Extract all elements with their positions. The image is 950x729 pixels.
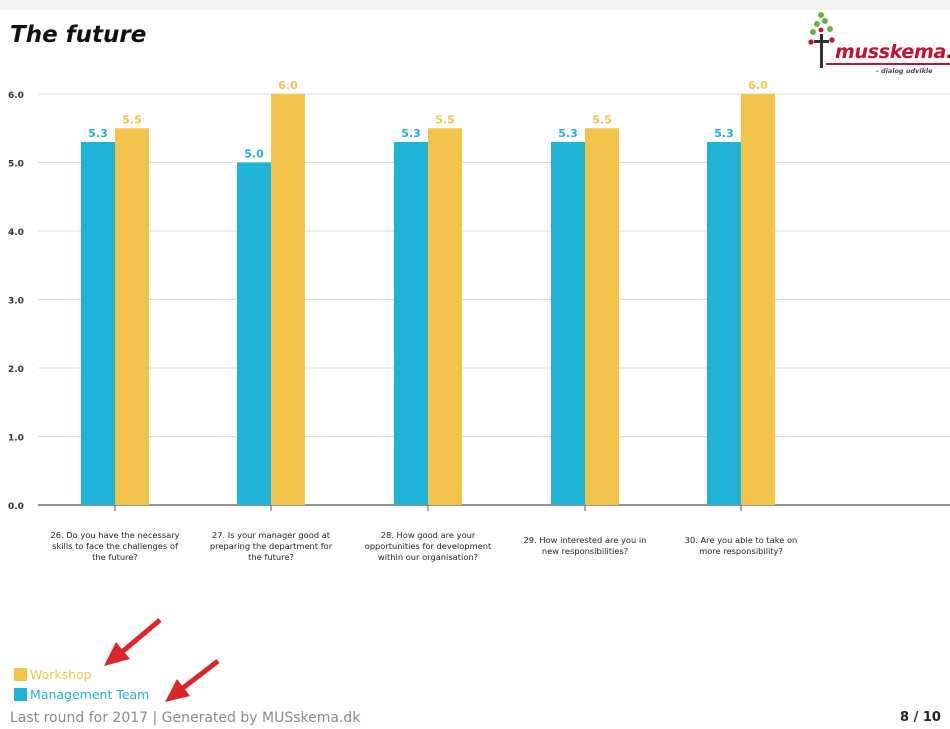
y-tick-label: 6.0	[8, 91, 24, 101]
x-tick-label: opportunities for development	[365, 541, 492, 551]
logo-tagline: - dialog udvikle	[876, 67, 933, 75]
bar-chart: 0.0 1.0 2.0 3.0 4.0 5.0 6.0 5.3 5.5 26. Do you ha…	[8, 79, 950, 562]
legend-item-management-team: Management Team	[14, 687, 149, 702]
data-label: 5.5	[122, 113, 142, 126]
red-arrow-icon	[104, 618, 162, 666]
bar-management-team	[551, 141, 585, 505]
y-tick-label: 2.0	[8, 365, 24, 375]
bar-workshop	[428, 128, 462, 505]
x-tick-label: 28. How good are your	[381, 530, 476, 540]
bar-management-team	[237, 162, 271, 505]
bar-workshop	[585, 128, 619, 505]
musskema-logo	[808, 12, 950, 68]
bar-management-team	[394, 141, 428, 505]
x-tick-label: the future?	[248, 552, 294, 562]
page-number: 8 / 10	[900, 710, 941, 725]
legend-label-workshop: Workshop	[30, 667, 92, 682]
bar-workshop	[741, 94, 775, 505]
legend-item-workshop: Workshop	[14, 667, 92, 682]
data-label: 5.5	[592, 113, 612, 126]
red-arrow-icon	[165, 659, 220, 702]
x-tick-label: 26. Do you have the necessary	[50, 530, 179, 540]
data-label: 5.3	[558, 127, 578, 140]
y-tick-label: 1.0	[8, 434, 24, 444]
data-label: 5.3	[88, 127, 108, 140]
data-label: 5.0	[244, 148, 264, 161]
tree-icon	[808, 12, 835, 68]
data-label: 6.0	[278, 79, 298, 92]
y-tick-label: 5.0	[8, 160, 24, 170]
x-tick-label: within our organisation?	[378, 552, 478, 562]
bar-management-team	[707, 141, 741, 505]
page-title: The future	[10, 22, 147, 48]
x-tick-label: 29. How interested are you in	[524, 535, 647, 545]
bar-workshop	[115, 128, 149, 505]
bar-management-team	[81, 141, 115, 505]
data-label: 5.3	[401, 127, 421, 140]
x-tick-label: preparing the department for	[210, 541, 333, 551]
x-tick-label: 30. Are you able to take on	[685, 535, 798, 545]
bar-workshop	[271, 94, 305, 505]
y-tick-label: 4.0	[8, 228, 24, 238]
y-tick-label: 0.0	[8, 502, 24, 512]
y-tick-label: 3.0	[8, 297, 24, 307]
report-page	[0, 10, 950, 729]
legend-swatch-management-team	[14, 688, 27, 701]
x-tick-label: new responsibilities?	[542, 546, 628, 556]
x-tick-label: 27. Is your manager good at	[212, 530, 331, 540]
data-label: 5.3	[714, 127, 734, 140]
x-tick-label: the future?	[92, 552, 138, 562]
data-label: 6.0	[748, 79, 768, 92]
legend-label-management-team: Management Team	[30, 687, 150, 702]
x-tick-label: more responsibility?	[699, 546, 783, 556]
footer-text: Last round for 2017 | Generated by MUSsk…	[10, 710, 361, 726]
legend-swatch-workshop	[14, 668, 27, 681]
data-label: 5.5	[435, 113, 455, 126]
logo-brand: musskema.dk	[835, 41, 950, 63]
x-tick-label: skills to face the challenges of	[52, 541, 179, 551]
